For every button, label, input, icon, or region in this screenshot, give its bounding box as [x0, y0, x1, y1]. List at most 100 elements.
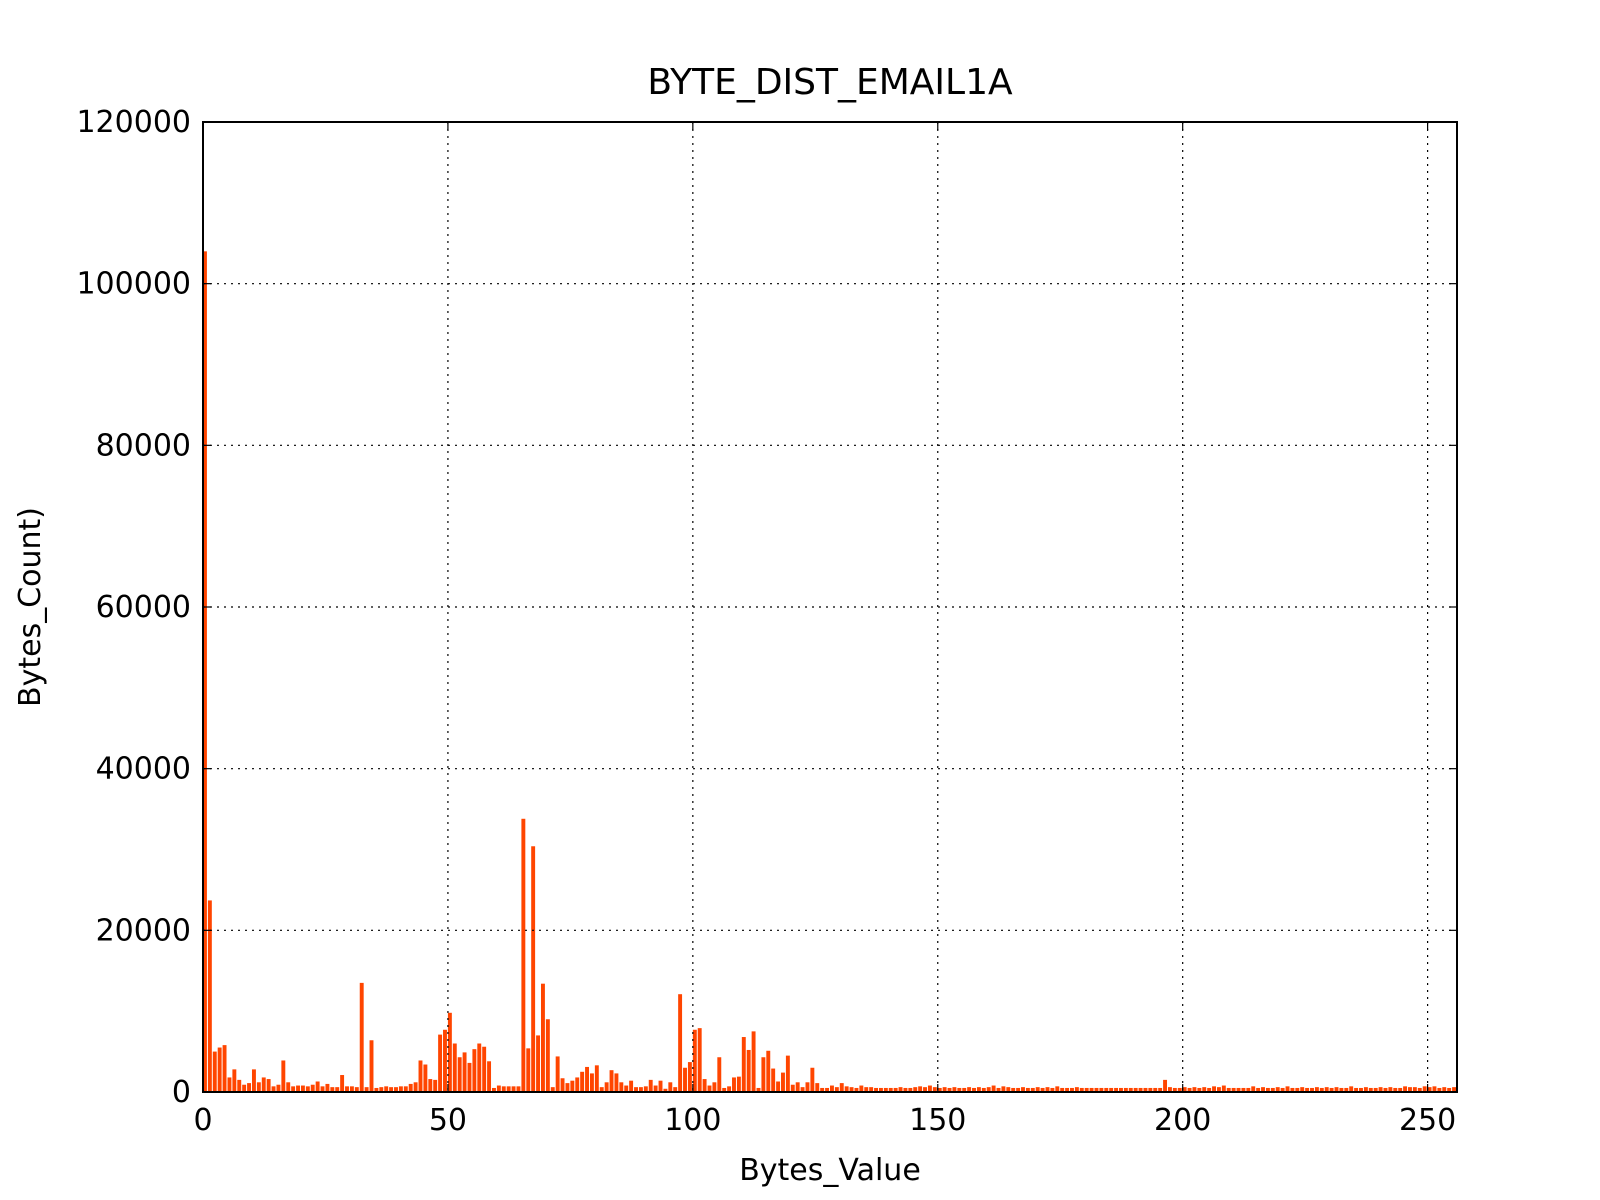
bar — [1207, 1087, 1212, 1092]
bar — [349, 1086, 354, 1092]
bar — [634, 1087, 638, 1092]
bar — [859, 1085, 864, 1092]
bar — [717, 1057, 722, 1092]
bar — [1114, 1087, 1119, 1092]
bar — [1074, 1087, 1079, 1092]
bar — [1373, 1087, 1378, 1092]
bar — [1158, 1087, 1163, 1092]
bar — [1197, 1087, 1202, 1092]
bar — [398, 1086, 403, 1092]
bar — [932, 1087, 937, 1092]
bar — [957, 1087, 962, 1092]
y-tick-label: 100000 — [76, 267, 191, 302]
bar — [629, 1080, 634, 1092]
bar — [545, 1019, 550, 1092]
bar — [1143, 1087, 1148, 1092]
bar — [697, 1028, 702, 1092]
bar — [1221, 1085, 1226, 1092]
bar — [923, 1087, 927, 1092]
bar — [1030, 1087, 1035, 1092]
bar — [1094, 1087, 1099, 1092]
bar — [1040, 1087, 1045, 1092]
bar — [222, 1045, 227, 1092]
bar — [1261, 1087, 1265, 1092]
bar — [834, 1087, 839, 1092]
bar — [1128, 1087, 1133, 1092]
bar — [1045, 1087, 1050, 1092]
bar — [712, 1082, 717, 1092]
bar — [1285, 1086, 1290, 1092]
bar — [751, 1031, 756, 1092]
bar — [1314, 1087, 1319, 1092]
bar — [1241, 1087, 1246, 1092]
bar — [1300, 1087, 1305, 1092]
bar — [918, 1086, 923, 1092]
bar — [761, 1057, 766, 1092]
bar — [898, 1087, 903, 1092]
bar — [839, 1083, 844, 1092]
bar — [232, 1069, 237, 1092]
bar — [1153, 1087, 1158, 1092]
bar — [570, 1080, 575, 1092]
bar — [300, 1085, 305, 1092]
bar — [506, 1086, 511, 1092]
bar — [423, 1064, 428, 1092]
bar — [991, 1085, 996, 1092]
y-tick-label: 80000 — [96, 428, 191, 463]
bar — [389, 1087, 394, 1092]
bar — [335, 1087, 340, 1092]
bar — [1359, 1087, 1363, 1092]
bar — [1187, 1087, 1192, 1092]
bar — [1344, 1087, 1349, 1092]
bar — [1349, 1086, 1354, 1092]
bar — [487, 1061, 492, 1092]
bar — [1422, 1086, 1427, 1092]
bar — [496, 1085, 501, 1092]
bar — [345, 1086, 349, 1092]
bar — [1305, 1087, 1310, 1092]
bar — [1089, 1087, 1094, 1092]
y-tick-label: 60000 — [96, 590, 191, 625]
bar — [1442, 1087, 1447, 1092]
bar — [678, 994, 683, 1092]
bar — [1437, 1087, 1442, 1092]
bar — [653, 1085, 658, 1092]
bar — [702, 1079, 707, 1092]
bar — [1192, 1087, 1197, 1092]
bar — [1109, 1087, 1114, 1092]
bar — [482, 1046, 487, 1092]
bar — [594, 1065, 599, 1092]
bar — [805, 1082, 810, 1092]
bar — [1216, 1087, 1221, 1092]
bar — [408, 1083, 413, 1092]
bar — [643, 1086, 648, 1092]
bar — [433, 1079, 438, 1092]
bar — [908, 1087, 913, 1092]
bar — [501, 1086, 506, 1092]
bar — [286, 1082, 291, 1092]
bar — [1001, 1086, 1006, 1092]
bar — [849, 1087, 854, 1092]
plot-frame — [202, 121, 1458, 1093]
bar — [683, 1067, 687, 1092]
bar — [565, 1083, 570, 1092]
bar — [1055, 1086, 1060, 1092]
bar — [575, 1077, 580, 1092]
bar — [1290, 1087, 1295, 1092]
bar — [609, 1070, 614, 1092]
bar — [947, 1087, 952, 1092]
bar — [1138, 1087, 1143, 1092]
bar — [413, 1082, 418, 1092]
bar — [428, 1079, 433, 1092]
bar — [1133, 1087, 1138, 1092]
bar — [1163, 1079, 1168, 1092]
bar — [1148, 1087, 1153, 1092]
bar — [462, 1052, 467, 1092]
bar — [781, 1072, 785, 1092]
bar — [256, 1082, 261, 1092]
bar — [511, 1086, 516, 1092]
bar — [1388, 1087, 1393, 1092]
bar — [217, 1047, 222, 1092]
chart-title: BYTE_DIST_EMAIL1A — [647, 62, 1013, 103]
bar — [1295, 1087, 1300, 1092]
